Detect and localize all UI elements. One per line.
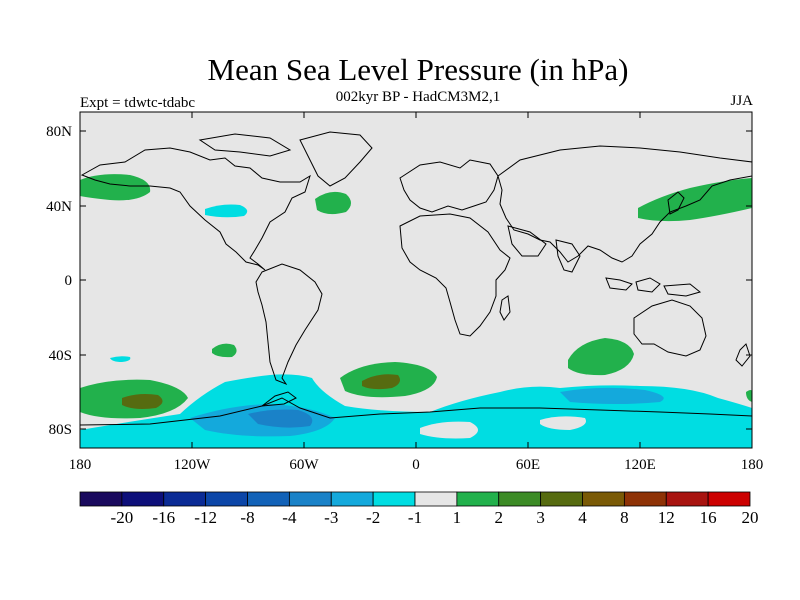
colorbar-box-14 [665,491,709,507]
lat-label-80s: 80S [48,422,72,438]
colorbar: -20 -16 -12 -8 -4 -3 -2 -1 1 2 3 4 8 12 16 20 [79,491,759,527]
anomaly-south-pacific-core [122,394,163,409]
lon-label-180w: 180 [68,457,92,473]
coast-arabia [507,225,547,257]
anomaly-southern-indian [560,387,664,404]
colorbar-label-12: 8 [620,508,629,527]
coastlines [79,131,753,426]
anomaly-gaps [420,421,478,439]
lon-label-60w: 60W [289,457,319,473]
coast-africa [399,213,511,337]
coast-arctic-islands [198,133,292,157]
colorbar-label-10: 3 [536,508,545,527]
anomaly-small-south-pacific [110,356,131,362]
anomaly-north-atlantic [315,191,351,215]
colorbar-box-10 [498,491,542,507]
colorbar-label-15: 20 [742,508,759,527]
anomaly-edge-east [746,390,752,402]
colorbar-label-7: -1 [408,508,422,527]
lon-label-120w: 120W [173,457,211,473]
axis-ticks [80,112,752,448]
coast-india [555,239,581,273]
colorbar-box-6 [330,491,374,507]
colorbar-label-4: -4 [282,508,297,527]
lon-label-120e: 120E [624,457,656,473]
colorbar-box-15 [707,491,751,507]
lat-label-40n: 40N [46,199,72,215]
anomaly-indian-ocean [568,338,634,376]
anomaly-southern-ocean-core [248,409,313,428]
coast-antarctic-peninsula [260,391,297,407]
colorbar-box-7 [372,491,416,507]
negative-anomalies [80,204,752,448]
colorbar-box-12 [582,491,625,507]
anomaly-north-pacific-neg [205,204,248,218]
colorbar-label-8: 1 [453,508,462,527]
colorbar-label-2: -12 [194,508,217,527]
lat-label-80n: 80N [46,124,72,140]
map-title: Mean Sea Level Pressure (in hPa) [207,52,629,87]
anomaly-gaps-2 [540,416,586,430]
colorbar-box-4 [247,491,290,507]
coast-indonesia [605,277,702,297]
season-label: JJA [730,93,753,109]
coast-north-america [80,147,311,271]
coast-europe [399,159,499,213]
colorbar-label-1: -16 [152,508,175,527]
coast-asia [497,145,753,263]
colorbar-label-9: 2 [495,508,504,527]
colorbar-label-11: 4 [578,508,587,527]
coast-australia [633,299,707,357]
colorbar-box-5 [288,491,332,507]
colorbar-box-11 [540,491,583,507]
colorbar-label-6: -2 [366,508,380,527]
colorbar-label-13: 12 [658,508,675,527]
colorbar-label-14: 16 [700,508,717,527]
lon-label-60e: 60E [515,457,541,473]
colorbar-label-0: -20 [111,508,134,527]
colorbar-box-13 [623,491,667,507]
colorbar-box-0 [79,491,123,507]
coast-japan [667,191,685,215]
anomaly-south-atlantic-core [362,374,400,390]
colorbar-box-8 [414,491,458,507]
colorbar-box-1 [121,491,165,507]
anomaly-north-pacific-east [638,178,752,222]
positive-anomalies [80,174,752,419]
colorbar-box-2 [163,491,207,507]
lon-label-180e: 180 [740,457,764,473]
coast-antarctica [79,397,753,426]
coast-new-zealand [735,343,751,367]
colorbar-label-3: -8 [240,508,254,527]
experiment-label: Expt = tdwtc-tdabc [80,95,196,111]
lat-label-40s: 40S [48,348,72,364]
map-subtitle: 002kyr BP - HadCM3M2,1 [335,89,501,105]
lon-label-0: 0 [412,457,420,473]
coast-greenland [299,131,373,187]
colorbar-box-9 [456,491,500,507]
coast-madagascar [499,295,511,321]
lat-label-0: 0 [64,273,73,289]
colorbar-box-3 [205,491,248,507]
anomaly-south-atlantic-small [212,343,237,358]
coast-south-america [255,263,323,386]
colorbar-label-5: -3 [324,508,338,527]
